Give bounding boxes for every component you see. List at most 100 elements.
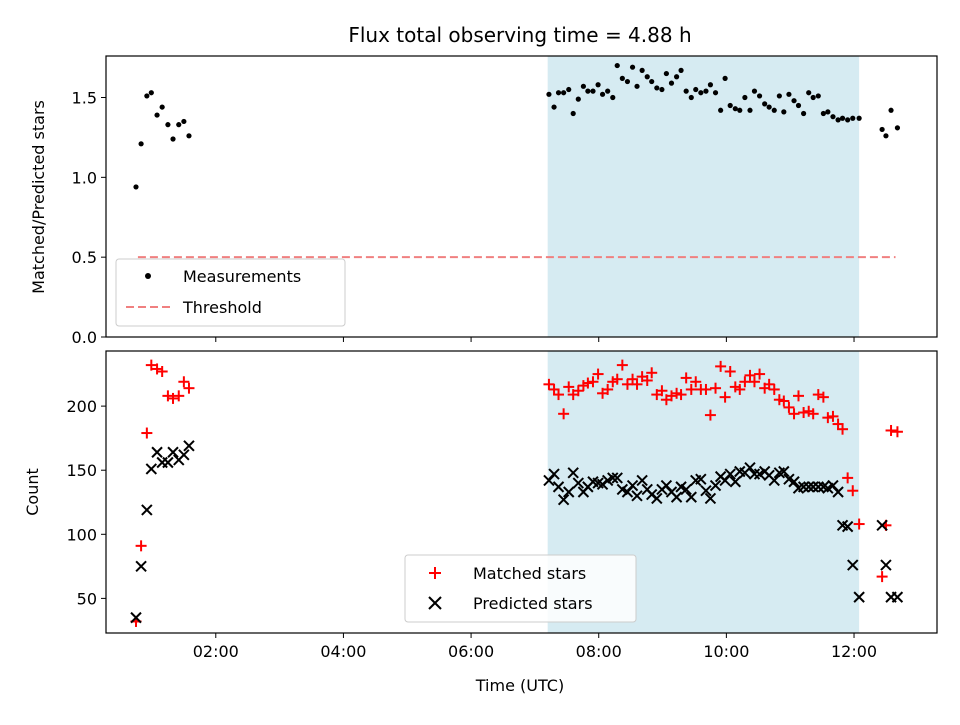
ratio-plot-marks: [133, 62, 901, 259]
measurement-point: [835, 117, 841, 123]
measurement-point: [693, 86, 699, 93]
measurement-point: [732, 106, 738, 112]
predicted-star-point: [552, 481, 565, 493]
predicted-star-point: [704, 492, 717, 505]
measurement-point: [154, 112, 160, 118]
measurement-point: [629, 64, 636, 70]
matched-star-point: [817, 391, 829, 403]
predicted-star-point: [880, 559, 892, 571]
measurement-point: [810, 94, 816, 101]
measurement-point: [575, 96, 581, 102]
matched-star-point: [842, 472, 854, 484]
measurement-point: [688, 94, 694, 101]
predicted-star-point: [141, 504, 153, 516]
measurement-point: [707, 82, 714, 88]
measurement-point: [595, 82, 601, 88]
matched-star-point: [141, 427, 153, 439]
predicted-star-point: [724, 468, 736, 480]
matched-star-point: [602, 383, 614, 395]
predicted-star-point: [548, 468, 560, 480]
measurement-point: [144, 93, 150, 99]
y-tick-label: 1.5: [72, 89, 97, 108]
predicted-star-point: [700, 485, 712, 497]
predicted-star-point: [567, 467, 579, 479]
matched-star-point: [183, 382, 195, 394]
measurement-point: [186, 133, 192, 139]
matched-star-point: [798, 407, 810, 419]
matched-star-point: [558, 408, 570, 420]
x-axis-label: Time (UTC): [475, 676, 564, 695]
measurement-point: [815, 93, 821, 99]
predicted-star-point: [847, 559, 859, 571]
matched-star-point: [167, 392, 179, 404]
matched-star-point: [768, 383, 780, 395]
measurement-point: [820, 110, 826, 117]
x-tick-label: 10:00: [703, 642, 749, 661]
matched-star-point: [700, 383, 712, 395]
matched-star-point: [837, 423, 849, 435]
matched-star-point: [631, 378, 643, 390]
predicted-star-point: [162, 456, 174, 469]
measurement-point: [839, 115, 846, 121]
measurement-point: [786, 91, 792, 97]
measurement-point: [756, 93, 763, 99]
measurement-point: [599, 91, 606, 97]
matched-star-point: [847, 485, 859, 497]
legend-measurements-marker: [145, 273, 151, 279]
predicted-star-point: [557, 493, 570, 506]
predicted-star-point: [631, 490, 643, 502]
chart-title: Flux total observing time = 4.88 h: [348, 23, 691, 47]
matched-star-point: [162, 390, 174, 402]
measurement-point: [825, 109, 831, 115]
predicted-star-point: [803, 481, 815, 493]
y-tick-label: 1.0: [72, 168, 97, 187]
matched-star-point: [734, 383, 746, 395]
measurement-point: [159, 104, 165, 110]
legend-predicted-marker: [428, 596, 442, 610]
predicted-star-point: [778, 465, 790, 478]
matched-star-point: [704, 409, 716, 421]
measurement-point: [644, 74, 650, 80]
count-axes-frame: [105, 350, 938, 634]
predicted-star-point: [744, 461, 756, 474]
matched-star-point: [724, 366, 736, 378]
measurement-point: [894, 125, 901, 131]
matched-star-point: [641, 374, 653, 386]
matched-star-point: [763, 378, 775, 390]
predicted-star-point: [729, 476, 742, 488]
measurement-point: [659, 86, 665, 93]
measurement-point: [551, 104, 557, 110]
matched-star-point: [690, 376, 702, 388]
measurement-point: [703, 88, 709, 94]
predicted-star-point: [130, 611, 142, 624]
measurement-point: [762, 101, 768, 107]
x-tick-label: 08:00: [576, 642, 622, 661]
predicted-star-point: [841, 520, 854, 533]
measurement-point: [165, 122, 171, 128]
y-tick-label: 200: [66, 397, 97, 416]
predicted-star-point: [788, 476, 800, 488]
count-legend: Matched stars Predicted stars: [404, 554, 637, 623]
matched-star-point: [778, 395, 790, 407]
measurement-point: [673, 74, 680, 80]
matched-star-point: [793, 390, 804, 402]
ratio-axes: 0.0 0.5 1.0 1.5 Matched/Predicted stars Mea…: [29, 55, 938, 347]
matched-star-point: [646, 367, 658, 379]
matched-star-point: [739, 376, 751, 388]
measurement-point: [845, 117, 851, 123]
measurement-point: [181, 118, 187, 125]
measurement-point: [722, 75, 728, 81]
matched-star-point: [807, 408, 819, 420]
matched-star-point: [812, 389, 824, 401]
measurement-point: [654, 85, 660, 91]
measurement-point: [176, 122, 182, 128]
matched-star-point: [744, 369, 756, 381]
predicted-star-point: [651, 492, 663, 505]
measurement-point: [737, 107, 743, 113]
predicted-star-point: [695, 473, 707, 485]
matched-star-point: [145, 359, 157, 371]
matched-star-point: [715, 360, 727, 372]
matched-star-point: [135, 540, 147, 552]
matched-star-point: [151, 363, 163, 375]
